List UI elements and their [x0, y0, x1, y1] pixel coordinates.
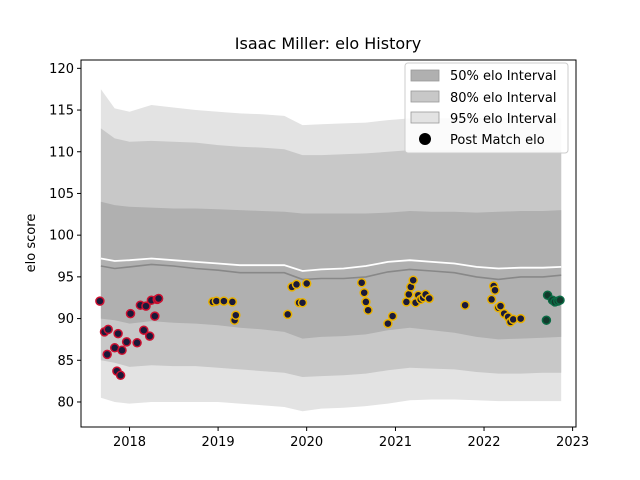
data-point: [103, 324, 113, 335]
x-tick-label: 2018: [113, 435, 146, 450]
data-point: [121, 337, 132, 347]
data-point: [490, 285, 500, 295]
data-point: [297, 297, 308, 308]
data-point: [144, 331, 155, 341]
legend-frame: [404, 62, 569, 154]
data-point: [408, 275, 418, 285]
x-tick-label: 2021: [379, 435, 412, 450]
x-tick-label: 2022: [467, 435, 500, 450]
mean-line: [100, 257, 562, 272]
legend-label-95: 95% elo Interval: [450, 112, 557, 127]
data-point: [150, 311, 160, 321]
legend-swatch-80: [410, 90, 440, 103]
y-tick-label: 110: [49, 145, 74, 160]
x-tick-label: 2020: [290, 435, 323, 450]
legend: 50% elo Interval 80% elo Interval 95% el…: [404, 62, 569, 154]
legend-label-point: Post Match elo: [450, 133, 545, 148]
data-point: [356, 277, 367, 288]
data-point: [102, 349, 112, 360]
y-axis-label: elo score: [24, 214, 39, 273]
data-point: [361, 297, 371, 307]
data-point: [555, 295, 565, 305]
data-point: [541, 315, 552, 325]
median-line: [100, 263, 562, 281]
data-point: [153, 293, 164, 304]
y-tick-label: 120: [49, 62, 74, 77]
axes-frame: [80, 59, 577, 428]
y-tick-label: 105: [49, 187, 74, 202]
data-point: [383, 318, 393, 329]
chart-title: Isaac Miller: elo History: [235, 34, 421, 53]
data-point: [227, 297, 238, 307]
data-point: [231, 310, 241, 320]
y-tick-label: 95: [57, 270, 74, 285]
data-point: [132, 338, 142, 348]
data-point: [95, 296, 105, 306]
data-point: [219, 296, 229, 306]
data-point: [508, 314, 518, 325]
data-point: [359, 287, 369, 298]
data-point: [486, 294, 497, 305]
x-tick-label: 2023: [556, 435, 589, 450]
data-point: [282, 309, 293, 320]
legend-label-80: 80% elo Interval: [450, 91, 557, 106]
data-point: [460, 300, 470, 310]
legend-marker-point: [419, 133, 431, 145]
y-tick-label: 85: [57, 354, 74, 369]
data-point: [139, 325, 149, 335]
data-point: [141, 301, 151, 311]
data-point: [515, 313, 526, 324]
data-point: [125, 308, 136, 319]
data-point: [424, 293, 434, 304]
data-point: [115, 370, 126, 381]
band-50: [100, 201, 562, 340]
legend-swatch-50: [410, 69, 440, 82]
y-tick-label: 100: [49, 229, 74, 244]
data-point: [387, 311, 398, 321]
x-tick-label: 2019: [202, 435, 235, 450]
legend-label-50: 50% elo Interval: [450, 69, 557, 84]
legend-swatch-95: [410, 111, 440, 124]
y-tick-label: 115: [49, 104, 74, 119]
plot-area: 80 85 90 95 100 105 110 115 120 2018 2019 2020 2021 2…: [49, 59, 589, 450]
data-point: [113, 328, 123, 339]
data-point: [291, 279, 302, 290]
data-point: [117, 345, 127, 356]
data-point: [301, 278, 312, 289]
y-tick-label: 80: [57, 395, 74, 410]
data-point: [495, 301, 506, 311]
y-tick-label: 90: [57, 312, 74, 327]
data-point: [404, 289, 414, 300]
data-point: [363, 305, 373, 315]
